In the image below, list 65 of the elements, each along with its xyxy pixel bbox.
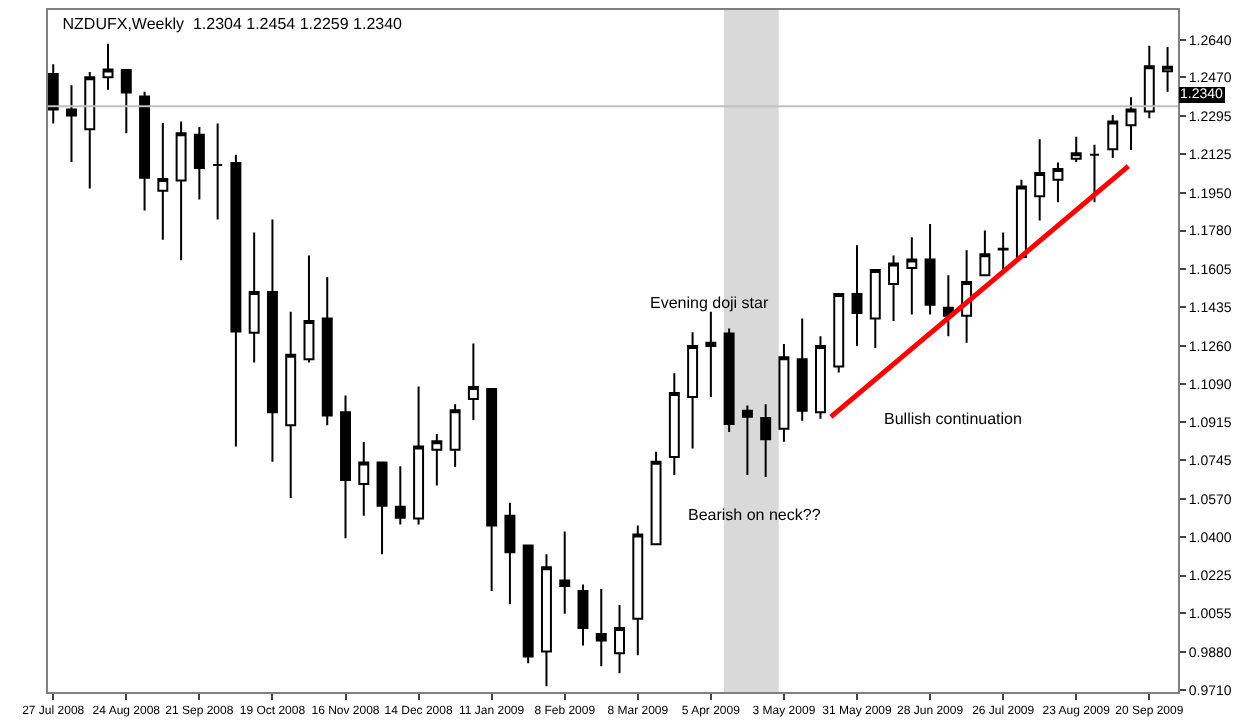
candlestick (559, 530, 571, 615)
candlestick (394, 465, 406, 526)
candlestick (1125, 96, 1137, 151)
candlestick (778, 343, 790, 443)
candlestick (303, 254, 315, 364)
candlestick (687, 331, 699, 450)
candlestick (486, 387, 498, 593)
candlestick (614, 604, 625, 675)
candlestick (120, 68, 132, 135)
candlestick (851, 244, 863, 348)
candlestick (997, 231, 1009, 270)
candlestick (924, 222, 936, 316)
candlestick (449, 403, 461, 469)
candlestick (741, 404, 753, 477)
candlestick (266, 218, 278, 463)
candlestick (540, 553, 552, 688)
candlestick (723, 327, 735, 433)
candlestick (66, 84, 77, 163)
candlestick (431, 432, 443, 487)
candlestick (193, 125, 205, 201)
candlestick (248, 231, 260, 364)
annotation: Bullish continuation (884, 410, 1022, 428)
candlestick (413, 385, 425, 526)
candlestick (1070, 135, 1082, 163)
candlestick (668, 372, 680, 477)
candlestick (595, 588, 607, 668)
candlestick (1143, 44, 1155, 120)
candlestick (175, 120, 187, 262)
candlestick (815, 335, 826, 420)
candlestick (340, 394, 351, 540)
candlestick (1162, 46, 1174, 93)
candlestick (1089, 143, 1100, 204)
candlestick (705, 310, 717, 398)
candlestick (796, 317, 808, 422)
candlestick (906, 236, 918, 316)
candlestick (979, 229, 991, 277)
candlestick (942, 274, 954, 338)
candlestick (321, 275, 333, 427)
annotation: Evening doji star (650, 294, 769, 312)
candlestick (212, 122, 224, 221)
candlestick (1052, 161, 1064, 204)
candlestick (577, 583, 589, 647)
candlestick (632, 524, 644, 657)
candlestick (522, 544, 534, 665)
candlestick (139, 90, 151, 212)
candlestick (760, 403, 772, 479)
candlestick (1015, 178, 1027, 258)
candlestick (48, 63, 59, 125)
candlestick (1034, 138, 1046, 222)
candlestick (869, 269, 881, 350)
candlestick (84, 70, 96, 190)
candlestick (157, 121, 169, 241)
candlestick (358, 440, 370, 517)
candlestick (102, 42, 114, 91)
candlestick (504, 501, 516, 606)
candlestick (467, 342, 479, 421)
chart-title: NZDUFX,Weekly 1.2304 1.2454 1.2259 1.2340 (62, 15, 404, 34)
candlestick (888, 254, 900, 323)
candlestick (376, 461, 388, 556)
candlestick (230, 153, 242, 448)
candlestick (650, 450, 662, 546)
candlestick (833, 292, 845, 374)
annotation: Bearish on neck?? (688, 506, 822, 524)
candlestick (285, 310, 297, 499)
candlestick (1107, 113, 1119, 159)
